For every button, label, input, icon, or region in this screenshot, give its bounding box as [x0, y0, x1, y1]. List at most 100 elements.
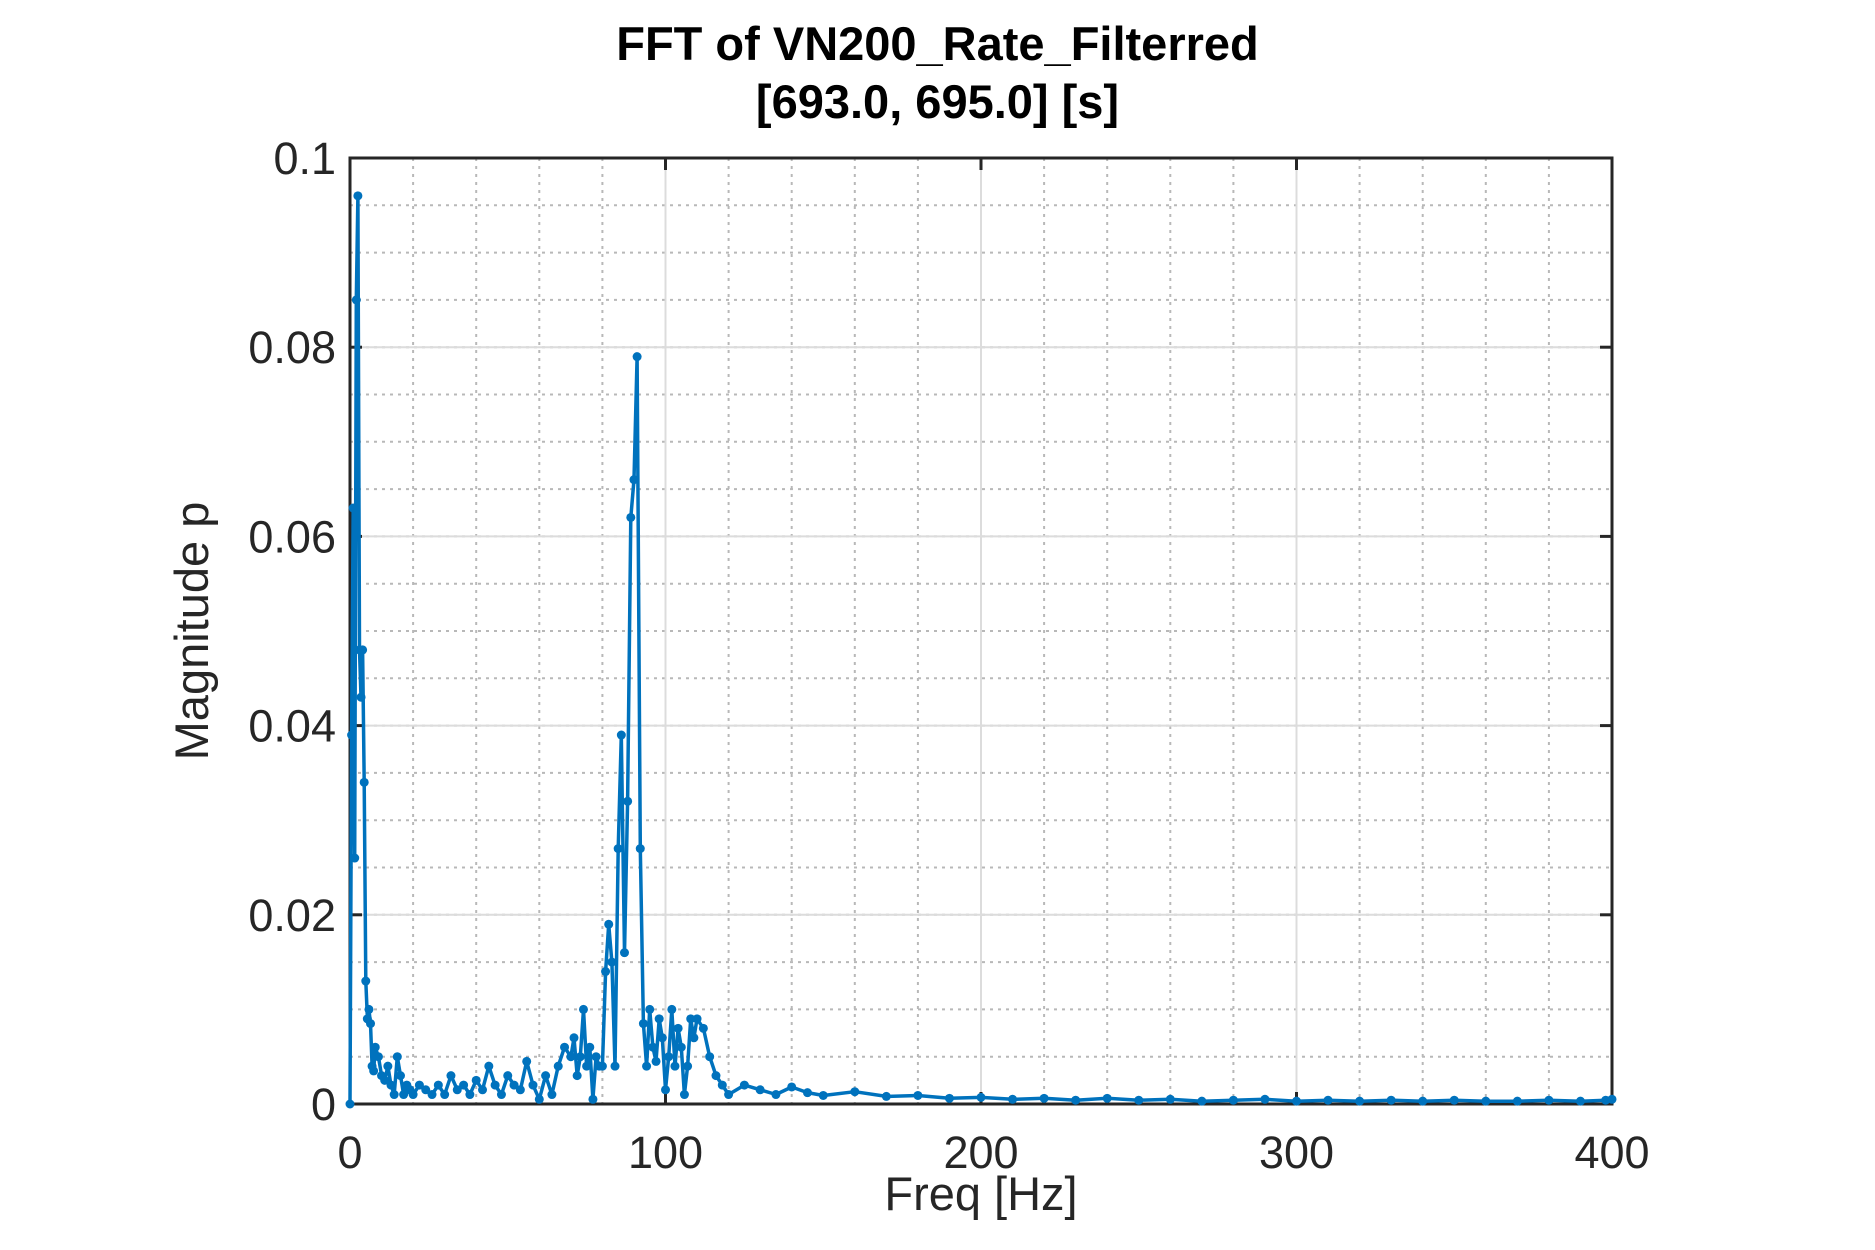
data-point: [661, 1085, 670, 1095]
data-point: [1165, 1094, 1175, 1104]
data-point: [1355, 1096, 1365, 1106]
data-point: [739, 1080, 749, 1090]
data-point: [392, 1052, 402, 1062]
data-point: [670, 1061, 680, 1071]
data-point: [408, 1090, 418, 1100]
data-point: [1575, 1096, 1585, 1106]
data-point: [582, 1061, 592, 1071]
data-point: [648, 1042, 658, 1052]
data-point: [711, 1071, 721, 1081]
data-point: [440, 1090, 450, 1100]
data-point: [369, 1066, 379, 1076]
y-tick-label: 0.02: [248, 890, 336, 941]
data-point: [478, 1085, 488, 1095]
data-point: [591, 1052, 601, 1062]
data-point: [427, 1090, 437, 1100]
data-point: [673, 1023, 683, 1033]
data-point: [509, 1080, 519, 1090]
data-point: [1260, 1094, 1270, 1104]
data-point: [395, 1071, 405, 1081]
x-axis-label: Freq [Hz]: [884, 1167, 1077, 1220]
data-point: [465, 1090, 475, 1100]
data-point: [755, 1085, 765, 1095]
data-point: [578, 1004, 588, 1014]
data-point: [452, 1085, 462, 1095]
data-point: [356, 692, 366, 702]
data-point: [350, 853, 360, 863]
data-point: [664, 1052, 674, 1062]
data-point: [604, 919, 614, 929]
data-point: [818, 1090, 828, 1100]
data-point: [414, 1080, 424, 1090]
data-point: [353, 191, 363, 201]
data-point: [380, 1075, 390, 1085]
y-tick-label: 0.06: [248, 511, 336, 562]
data-point: [683, 1061, 693, 1071]
data-point: [976, 1092, 986, 1102]
data-point: [575, 1052, 585, 1062]
data-point: [572, 1071, 582, 1081]
data-point: [657, 1033, 667, 1043]
data-point: [347, 730, 357, 740]
data-point: [370, 1042, 380, 1052]
x-tick-label: 100: [628, 1127, 703, 1178]
data-point: [373, 1052, 383, 1062]
data-point: [1134, 1095, 1144, 1105]
data-point: [632, 352, 642, 362]
data-point: [607, 957, 617, 967]
x-tick-label: 0: [337, 1127, 362, 1178]
data-point: [1292, 1096, 1301, 1106]
data-point: [787, 1082, 797, 1092]
data-point: [446, 1071, 456, 1081]
data-point: [522, 1056, 532, 1066]
y-tick-label: 0.04: [248, 701, 336, 752]
y-axis-label: Magnitude p: [165, 502, 218, 761]
data-point: [421, 1085, 431, 1095]
data-point: [1008, 1094, 1018, 1104]
data-point: [366, 1019, 376, 1029]
x-tick-label: 300: [1259, 1127, 1334, 1178]
data-point: [626, 512, 636, 522]
data-point: [588, 1094, 598, 1104]
data-point: [484, 1061, 494, 1071]
data-point: [361, 976, 371, 986]
data-point: [616, 730, 626, 740]
data-point: [619, 948, 629, 958]
data-point: [623, 796, 633, 806]
data-point: [566, 1052, 576, 1062]
data-point: [386, 1080, 396, 1090]
data-point: [686, 1014, 696, 1024]
data-point: [676, 1042, 686, 1052]
data-point: [358, 645, 368, 655]
data-point: [503, 1071, 513, 1081]
data-point: [698, 1023, 708, 1033]
data-point: [629, 475, 639, 485]
data-point: [364, 1004, 374, 1014]
data-point: [654, 1014, 664, 1024]
data-point: [433, 1080, 443, 1090]
data-point: [351, 295, 361, 305]
data-point: [724, 1090, 734, 1100]
data-point: [399, 1090, 409, 1100]
data-point: [1481, 1096, 1491, 1106]
data-point: [569, 1033, 579, 1043]
data-point: [1512, 1096, 1522, 1106]
data-point: [1039, 1093, 1049, 1103]
data-point: [597, 1061, 607, 1071]
data-point: [679, 1090, 689, 1100]
data-point: [689, 1033, 699, 1043]
data-point: [1607, 1094, 1617, 1104]
y-tick-label: 0: [311, 1079, 336, 1130]
data-point: [1418, 1096, 1428, 1106]
data-point: [1449, 1095, 1459, 1105]
data-point: [1102, 1093, 1112, 1103]
data-point: [534, 1094, 544, 1104]
data-point: [515, 1085, 525, 1095]
data-point: [383, 1061, 393, 1071]
data-point: [610, 1061, 620, 1071]
data-point: [459, 1080, 469, 1090]
data-point: [585, 1042, 595, 1052]
data-point: [1386, 1095, 1396, 1105]
y-tick-label: 0.1: [273, 133, 336, 184]
